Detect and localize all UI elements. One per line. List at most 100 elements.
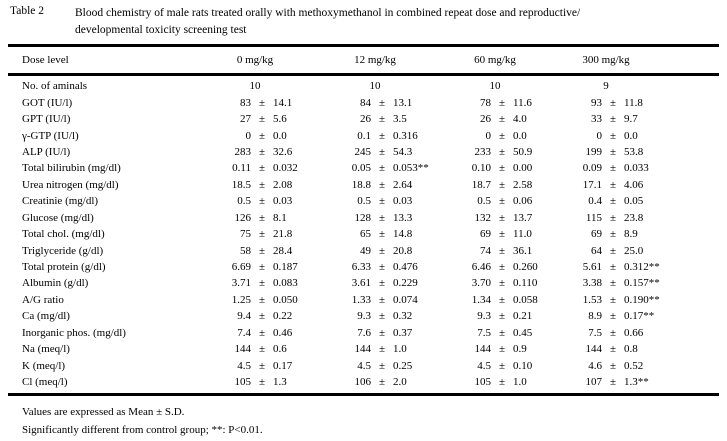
mean-value: 17.1 — [582, 178, 602, 191]
mean-value: 75 — [240, 228, 251, 241]
plus-minus-sign: ± — [258, 195, 266, 208]
mean-value: 0.05 — [351, 162, 371, 175]
mean-value: 144 — [354, 343, 372, 356]
table-header-rule — [8, 73, 719, 76]
sd-value: 0.25 — [393, 359, 413, 372]
sd-value: 1.3 — [273, 376, 287, 389]
sd-value: 0.0 — [513, 129, 527, 142]
value-cell: 4.5 ± 0.17 — [195, 360, 315, 372]
sd-value: 0.00 — [513, 162, 533, 175]
mean-value: 6.46 — [471, 261, 491, 274]
mean-value: 1.53 — [582, 293, 602, 306]
plus-minus-sign: ± — [498, 178, 506, 191]
table-row: Inorganic phos. (mg/dl) 7.4 ± 0.46 7.6 ±… — [8, 325, 719, 341]
plus-minus-sign: ± — [378, 359, 386, 372]
value-cell: 0.1 ± 0.316 — [315, 130, 435, 142]
plus-minus-sign: ± — [498, 261, 506, 274]
plus-minus-sign: ± — [498, 343, 506, 356]
value-cell: 7.4 ± 0.46 — [195, 327, 315, 339]
sd-value: 0.8 — [624, 343, 638, 356]
value-cell: 1.34 ± 0.058 — [435, 294, 546, 306]
mean-value: 26 — [480, 113, 491, 126]
sd-value: 28.4 — [273, 244, 293, 257]
plus-minus-sign: ± — [258, 310, 266, 323]
plus-minus-sign: ± — [378, 211, 386, 224]
mean-value: 9.3 — [477, 310, 491, 323]
mean-value: 0.10 — [471, 162, 491, 175]
value-cell: 106 ± 2.0 — [315, 376, 435, 388]
mean-value: 3.38 — [582, 277, 602, 290]
plus-minus-sign: ± — [258, 277, 266, 290]
mean-value: 144 — [585, 343, 603, 356]
mean-value: 58 — [240, 244, 251, 257]
dose-header-label: 0 mg/kg — [236, 54, 274, 66]
plus-minus-sign: ± — [258, 359, 266, 372]
sd-value: 0.032 — [273, 162, 298, 175]
mean-value: 0.5 — [237, 195, 251, 208]
value-cell: 144 ± 0.8 — [546, 343, 719, 355]
sd-value: 0.10 — [513, 359, 533, 372]
table-row: Na (meq/l) 144 ± 0.6 144 ± 1.0 144 ± 0.9… — [8, 341, 719, 357]
dose-column-header-0: 0 mg/kg — [195, 54, 315, 66]
value-cell: 245 ± 54.3 — [315, 146, 435, 158]
sd-value: 0.17 — [273, 359, 293, 372]
mean-value: 245 — [354, 145, 372, 158]
mean-value: 3.71 — [231, 277, 251, 290]
sd-value: 0.033 — [624, 162, 649, 175]
mean-value: 84 — [360, 96, 371, 109]
value-cell: 0.10 ± 0.00 — [435, 162, 546, 174]
animals-count-cell: 10 — [435, 80, 546, 92]
plus-minus-sign: ± — [498, 310, 506, 323]
value-cell: 18.5 ± 2.08 — [195, 179, 315, 191]
sd-value: 0.37 — [393, 326, 413, 339]
row-label: ALP (IU/l) — [22, 145, 71, 158]
value-cell: 75 ± 21.8 — [195, 228, 315, 240]
mean-value: 144 — [234, 343, 252, 356]
value-cell: 0.5 ± 0.03 — [195, 195, 315, 207]
plus-minus-sign: ± — [258, 145, 266, 158]
mean-value: 0.09 — [582, 162, 602, 175]
row-label: GPT (IU/l) — [22, 113, 71, 126]
sd-value: 0.074 — [393, 293, 418, 306]
sd-value: 1.0 — [513, 376, 527, 389]
row-label: Ca (mg/dl) — [22, 310, 70, 323]
sd-value: 1.0 — [393, 343, 407, 356]
mean-value: 33 — [591, 113, 602, 126]
value-cell: 18.8 ± 2.64 — [315, 179, 435, 191]
caption-line-2: developmental toxicity screening test — [75, 24, 247, 36]
value-cell: 4.5 ± 0.25 — [315, 360, 435, 372]
sd-value: 4.0 — [513, 113, 527, 126]
value-cell: 0 ± 0.0 — [195, 130, 315, 142]
sd-value: 0.05 — [624, 195, 644, 208]
plus-minus-sign: ± — [258, 293, 266, 306]
mean-value: 0 — [485, 129, 492, 142]
plus-minus-sign: ± — [378, 162, 386, 175]
plus-minus-sign: ± — [609, 277, 617, 290]
plus-minus-sign: ± — [258, 129, 266, 142]
plus-minus-sign: ± — [258, 178, 266, 191]
plus-minus-sign: ± — [378, 244, 386, 257]
plus-minus-sign: ± — [498, 359, 506, 372]
footnote-significance: Significantly different from control gro… — [22, 423, 263, 436]
table-bottom-rule — [8, 393, 719, 397]
row-label: Total bilirubin (mg/dl) — [22, 162, 121, 175]
dose-column-header-2: 60 mg/kg — [435, 54, 546, 66]
mean-value: 3.70 — [471, 277, 491, 290]
plus-minus-sign: ± — [498, 113, 506, 126]
row-label: Triglyceride (g/dl) — [22, 244, 104, 257]
table-caption-text: Blood chemistry of male rats treated ora… — [75, 5, 695, 39]
plus-minus-sign: ± — [609, 178, 617, 191]
value-cell: 0.5 ± 0.03 — [315, 195, 435, 207]
value-cell: 27 ± 5.6 — [195, 113, 315, 125]
sd-value: 0.22 — [273, 310, 293, 323]
mean-value: 93 — [591, 96, 602, 109]
sd-value: 0.083 — [273, 277, 298, 290]
table-row: GPT (IU/l) 27 ± 5.6 26 ± 3.5 26 ± 4.0 33… — [8, 111, 719, 127]
value-cell: 3.70 ± 0.110 — [435, 277, 546, 289]
plus-minus-sign: ± — [258, 228, 266, 241]
value-cell: 49 ± 20.8 — [315, 245, 435, 257]
plus-minus-sign: ± — [609, 96, 617, 109]
animals-count-cell: 9 — [546, 80, 719, 92]
plus-minus-sign: ± — [378, 326, 386, 339]
